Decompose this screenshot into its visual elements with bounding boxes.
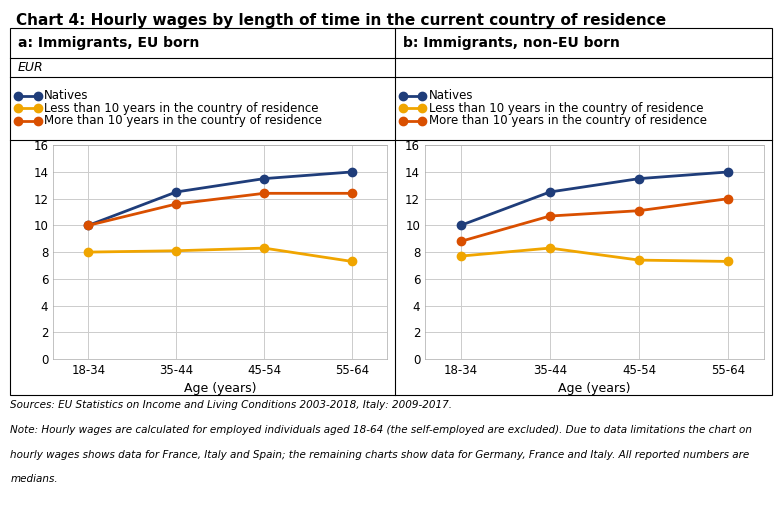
X-axis label: Age (years): Age (years)	[558, 382, 631, 396]
Text: hourly wages shows data for France, Italy and Spain; the remaining charts show d: hourly wages shows data for France, Ital…	[10, 450, 749, 459]
Text: Sources: EU Statistics on Income and Living Conditions 2003-2018, Italy: 2009-20: Sources: EU Statistics on Income and Liv…	[10, 400, 452, 410]
Text: Less than 10 years in the country of residence: Less than 10 years in the country of res…	[429, 102, 703, 115]
Text: More than 10 years in the country of residence: More than 10 years in the country of res…	[44, 114, 321, 127]
Text: Natives: Natives	[44, 90, 88, 102]
Text: b: Immigrants, non-EU born: b: Immigrants, non-EU born	[403, 36, 619, 50]
Text: medians.: medians.	[10, 474, 58, 484]
Text: More than 10 years in the country of residence: More than 10 years in the country of res…	[429, 114, 706, 127]
Text: a: Immigrants, EU born: a: Immigrants, EU born	[18, 36, 199, 50]
Text: Note: Hourly wages are calculated for employed individuals aged 18-64 (the self-: Note: Hourly wages are calculated for em…	[10, 425, 752, 435]
Text: Natives: Natives	[429, 90, 473, 102]
Text: EUR: EUR	[18, 61, 44, 74]
Text: Chart 4: Hourly wages by length of time in the current country of residence: Chart 4: Hourly wages by length of time …	[16, 13, 665, 28]
Text: Less than 10 years in the country of residence: Less than 10 years in the country of res…	[44, 102, 318, 115]
X-axis label: Age (years): Age (years)	[184, 382, 256, 396]
